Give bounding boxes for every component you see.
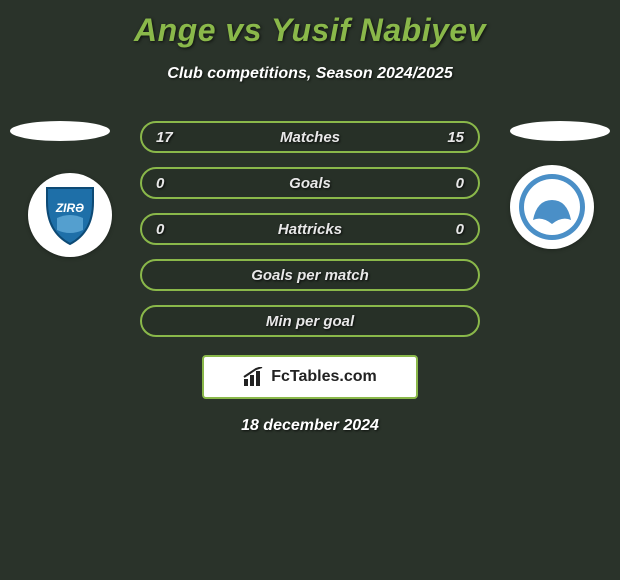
brand-badge: FcTables.com xyxy=(202,355,418,399)
club-badge-left: ZIRƏ xyxy=(28,173,112,257)
stat-label: Min per goal xyxy=(180,313,440,330)
page-title: Ange vs Yusif Nabiyev xyxy=(0,0,620,49)
sabah-club-icon: SABAH xyxy=(517,172,587,242)
date-label: 18 december 2024 xyxy=(0,417,620,435)
zira-club-icon: ZIRƏ xyxy=(37,182,103,248)
club-badge-right: SABAH xyxy=(510,165,594,249)
svg-text:SABAH: SABAH xyxy=(541,184,562,190)
stat-row-hattricks: 0 Hattricks 0 xyxy=(140,213,480,245)
stat-row-goals-per-match: Goals per match xyxy=(140,259,480,291)
stat-right-value: 15 xyxy=(440,129,464,146)
chart-icon xyxy=(243,367,267,387)
stat-label: Hattricks xyxy=(180,221,440,238)
subtitle: Club competitions, Season 2024/2025 xyxy=(0,65,620,83)
stat-label: Goals xyxy=(180,175,440,192)
comparison-panel: ZIRƏ SABAH 17 Matches 15 0 Goals 0 0 Hat… xyxy=(0,121,620,435)
stat-right-value: 0 xyxy=(440,175,464,192)
brand-text: FcTables.com xyxy=(271,368,377,386)
stat-label: Goals per match xyxy=(180,267,440,284)
stat-label: Matches xyxy=(180,129,440,146)
player-left-avatar-slot xyxy=(10,121,110,141)
stat-row-min-per-goal: Min per goal xyxy=(140,305,480,337)
stat-left-value: 0 xyxy=(156,175,180,192)
player-right-avatar-slot xyxy=(510,121,610,141)
stat-row-goals: 0 Goals 0 xyxy=(140,167,480,199)
stat-left-value: 17 xyxy=(156,129,180,146)
stat-row-matches: 17 Matches 15 xyxy=(140,121,480,153)
stats-list: 17 Matches 15 0 Goals 0 0 Hattricks 0 Go… xyxy=(140,121,480,337)
svg-text:ZIRƏ: ZIRƏ xyxy=(55,201,84,215)
stat-right-value: 0 xyxy=(440,221,464,238)
stat-left-value: 0 xyxy=(156,221,180,238)
